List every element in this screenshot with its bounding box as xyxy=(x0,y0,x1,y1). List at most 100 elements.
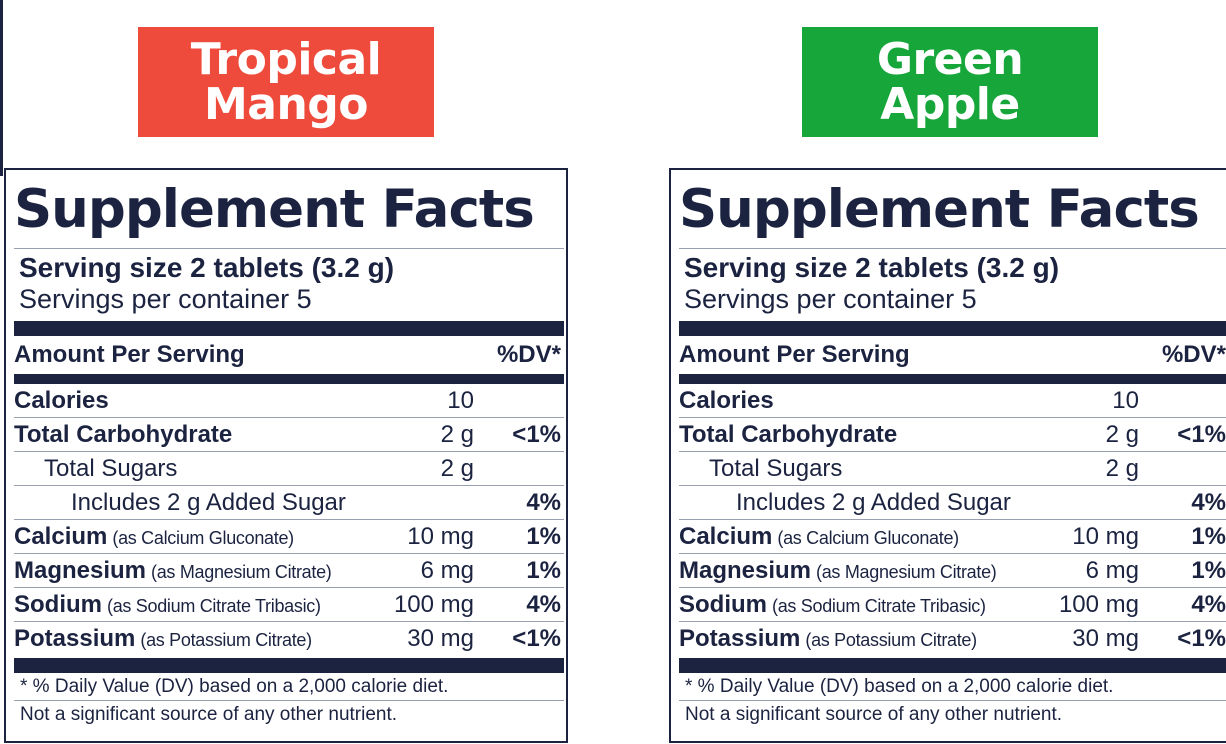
nutrient-row-sodium: Sodium (as Sodium Citrate Tribasic) 100 m… xyxy=(679,588,1226,622)
nutrient-dv: 4% xyxy=(1191,489,1226,516)
nutrient-label: Total Carbohydrate xyxy=(679,421,898,448)
nutrient-source: (as Sodium Citrate Tribasic) xyxy=(772,596,986,616)
thick-divider xyxy=(679,321,1226,336)
panel-title: Supplement Facts xyxy=(14,179,535,240)
nutrient-source: (as Potassium Citrate) xyxy=(805,630,977,650)
nutrient-dv: 1% xyxy=(1191,523,1226,550)
nutrient-label: Magnesium xyxy=(679,557,812,584)
serving-size: Serving size 2 tablets (3.2 g) xyxy=(19,252,395,283)
nutrient-amount: 2 g xyxy=(440,455,474,482)
nutrient-dv: 1% xyxy=(526,557,561,584)
nutrient-label-group: Potassium (as Potassium Citrate) xyxy=(679,622,977,657)
dv-header: %DV* xyxy=(496,341,561,368)
nutrient-source: (as Magnesium Citrate) xyxy=(151,562,332,582)
nutrient-amount: 2 g xyxy=(440,421,474,448)
nutrient-amount: 6 mg xyxy=(420,557,474,584)
flavor-name-line1: Green xyxy=(876,34,1024,85)
divider xyxy=(679,248,1226,249)
nutrient-row-potassium: Potassium (as Potassium Citrate) 30 mg <1… xyxy=(14,622,564,656)
nutrient-label-group: Sodium (as Sodium Citrate Tribasic) xyxy=(14,588,321,623)
nutrient-label: Calories xyxy=(14,387,109,414)
nutrient-amount: 10 xyxy=(447,387,474,414)
divider xyxy=(14,248,564,249)
nutrient-label: Sodium xyxy=(679,591,767,618)
nutrient-dv: 4% xyxy=(526,489,561,516)
flavor-badge-green-apple: Green Apple xyxy=(802,27,1098,137)
footnote-daily-value: * % Daily Value (DV) based on a 2,000 ca… xyxy=(679,673,1226,701)
nutrient-row-calcium: Calcium (as Calcium Gluconate) 10 mg 1% xyxy=(679,520,1226,554)
nutrient-label: Potassium xyxy=(679,625,801,652)
nutrient-dv: <1% xyxy=(512,421,561,448)
nutrient-dv: <1% xyxy=(1177,421,1226,448)
flavor-name-line2: Apple xyxy=(880,79,1020,130)
nutrient-source: (as Calcium Gluconate) xyxy=(112,528,294,548)
flavor-badge-tropical-mango: Tropical Mango xyxy=(138,27,434,137)
nutrient-amount: 30 mg xyxy=(1072,625,1139,652)
amount-header-row: Amount Per Serving %DV* xyxy=(679,336,1226,374)
nutrient-row-potassium: Potassium (as Potassium Citrate) 30 mg <1… xyxy=(679,622,1226,656)
nutrient-amount: 10 mg xyxy=(407,523,474,550)
nutrient-label: Calcium xyxy=(679,523,773,550)
nutrient-amount: 10 mg xyxy=(1072,523,1139,550)
nutrient-label-group: Potassium (as Potassium Citrate) xyxy=(14,622,312,657)
nutrient-dv: 4% xyxy=(1191,591,1226,618)
nutrient-label: Magnesium xyxy=(14,557,147,584)
nutrient-label: Total Carbohydrate xyxy=(14,421,233,448)
nutrient-row-total-sugars: Total Sugars 2 g xyxy=(14,452,564,486)
nutrient-row-total-carbohydrate: Total Carbohydrate 2 g <1% xyxy=(679,418,1226,452)
flavor-name-line2: Mango xyxy=(203,79,369,130)
nutrient-row-added-sugar: Includes 2 g Added Sugar 4% xyxy=(679,486,1226,520)
medium-divider xyxy=(14,374,564,384)
nutrient-label: Total Sugars xyxy=(44,455,178,482)
nutrient-label: Potassium xyxy=(14,625,136,652)
nutrient-dv: 4% xyxy=(526,591,561,618)
nutrient-label-group: Calcium (as Calcium Gluconate) xyxy=(679,520,959,555)
nutrient-label: Includes 2 g Added Sugar xyxy=(736,489,1011,516)
nutrient-amount: 30 mg xyxy=(407,625,474,652)
nutrient-dv: <1% xyxy=(1177,625,1226,652)
nutrient-label: Calories xyxy=(679,387,774,414)
supplement-facts-panel-right: Supplement Facts Serving size 2 tablets … xyxy=(669,168,1226,743)
nutrient-label-group: Sodium (as Sodium Citrate Tribasic) xyxy=(679,588,986,623)
medium-divider xyxy=(679,374,1226,384)
footnote-daily-value: * % Daily Value (DV) based on a 2,000 ca… xyxy=(14,673,564,701)
nutrient-label: Sodium xyxy=(14,591,102,618)
nutrient-amount: 6 mg xyxy=(1085,557,1139,584)
dv-header: %DV* xyxy=(1161,341,1226,368)
nutrient-row-calcium: Calcium (as Calcium Gluconate) 10 mg 1% xyxy=(14,520,564,554)
nutrient-source: (as Potassium Citrate) xyxy=(140,630,312,650)
nutrient-label-group: Magnesium (as Magnesium Citrate) xyxy=(679,554,997,589)
thick-divider xyxy=(14,658,564,673)
nutrient-amount: 100 mg xyxy=(1058,591,1139,618)
nutrient-row-calories: Calories 10 xyxy=(679,384,1226,418)
nutrient-row-magnesium: Magnesium (as Magnesium Citrate) 6 mg 1% xyxy=(679,554,1226,588)
nutrient-row-magnesium: Magnesium (as Magnesium Citrate) 6 mg 1% xyxy=(14,554,564,588)
nutrient-row-added-sugar: Includes 2 g Added Sugar 4% xyxy=(14,486,564,520)
nutrient-row-sodium: Sodium (as Sodium Citrate Tribasic) 100 m… xyxy=(14,588,564,622)
footnote-other-nutrient: Not a significant source of any other nu… xyxy=(20,704,398,725)
servings-per-container: Servings per container 5 xyxy=(684,284,977,314)
nutrient-label: Total Sugars xyxy=(709,455,843,482)
nutrient-source: (as Sodium Citrate Tribasic) xyxy=(107,596,321,616)
nutrient-row-calories: Calories 10 xyxy=(14,384,564,418)
nutrient-amount: 2 g xyxy=(1105,455,1139,482)
footnote-other-nutrient: Not a significant source of any other nu… xyxy=(685,704,1063,725)
nutrient-dv: 1% xyxy=(526,523,561,550)
nutrient-dv: <1% xyxy=(512,625,561,652)
nutrient-row-total-carbohydrate: Total Carbohydrate 2 g <1% xyxy=(14,418,564,452)
nutrient-label-group: Calcium (as Calcium Gluconate) xyxy=(14,520,294,555)
thick-divider xyxy=(14,321,564,336)
flavor-name-line1: Tropical xyxy=(190,34,382,85)
panel-title: Supplement Facts xyxy=(679,179,1200,240)
nutrient-amount: 2 g xyxy=(1105,421,1139,448)
nutrient-label: Includes 2 g Added Sugar xyxy=(71,489,346,516)
nutrient-label-group: Magnesium (as Magnesium Citrate) xyxy=(14,554,332,589)
left-border-line xyxy=(0,0,3,176)
nutrient-label: Calcium xyxy=(14,523,108,550)
amount-per-serving-label: Amount Per Serving xyxy=(679,341,910,368)
amount-header-row: Amount Per Serving %DV* xyxy=(14,336,564,374)
nutrient-amount: 10 xyxy=(1112,387,1139,414)
nutrient-dv: 1% xyxy=(1191,557,1226,584)
supplement-facts-panel-left: Supplement Facts Serving size 2 tablets … xyxy=(4,168,568,743)
thick-divider xyxy=(679,658,1226,673)
